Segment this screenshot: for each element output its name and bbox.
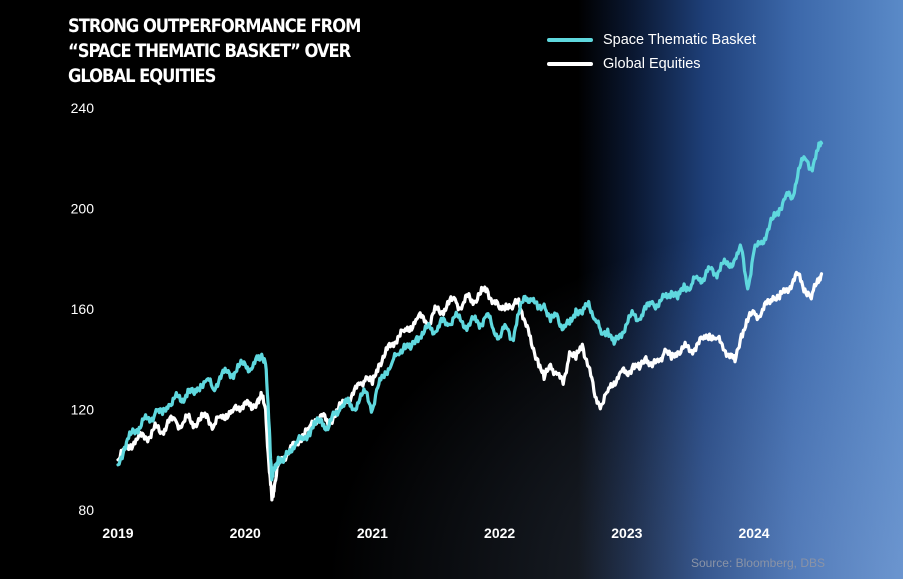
- x-tick-label: 2023: [611, 525, 642, 541]
- series-line-space-basket: [116, 140, 824, 482]
- x-axis: 2019 2020 2021 2022 2023 2024: [102, 525, 769, 541]
- chart-legend: Space Thematic Basket Global Equities: [547, 28, 756, 76]
- x-tick-label: 2019: [102, 525, 133, 541]
- y-tick-label: 120: [71, 402, 95, 418]
- x-tick-label: 2022: [484, 525, 515, 541]
- legend-label-space-basket: Space Thematic Basket: [603, 32, 756, 48]
- source-note: Source: Bloomberg, DBS: [690, 556, 825, 570]
- legend-item-global-equities: Global Equities: [547, 52, 756, 76]
- plot-area: [116, 140, 824, 502]
- legend-swatch-global-equities: [547, 62, 593, 66]
- legend-label-global-equities: Global Equities: [603, 56, 701, 72]
- series-line-global-equities: [116, 270, 824, 502]
- x-tick-label: 2021: [357, 525, 388, 541]
- y-tick-label: 160: [71, 301, 95, 317]
- x-tick-label: 2024: [738, 525, 769, 541]
- legend-swatch-space-basket: [547, 38, 593, 42]
- x-tick-label: 2020: [230, 525, 261, 541]
- y-axis: 80 120 160 200 240: [71, 100, 95, 518]
- chart-title: STRONG OUTPERFORMANCE FROM “SPACE THEMAT…: [68, 15, 361, 87]
- legend-item-space-basket: Space Thematic Basket: [547, 28, 756, 52]
- y-tick-label: 80: [78, 502, 94, 518]
- y-tick-label: 240: [71, 100, 95, 116]
- y-tick-label: 200: [71, 201, 95, 217]
